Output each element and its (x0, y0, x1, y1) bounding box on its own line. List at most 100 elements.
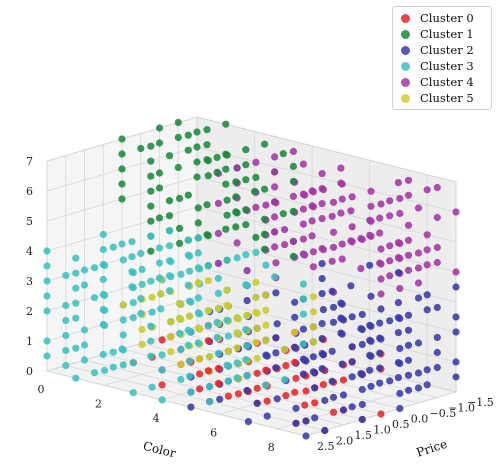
data-point (147, 277, 155, 285)
grid-line (121, 348, 382, 415)
data-point (243, 342, 251, 350)
data-point (261, 230, 269, 238)
data-point (90, 369, 99, 377)
data-point (147, 172, 155, 180)
data-point (423, 366, 431, 374)
data-point (414, 264, 423, 272)
data-point (138, 265, 146, 273)
legend-marker (401, 77, 410, 87)
data-point (43, 292, 51, 300)
z-tick-label: 4 (26, 245, 33, 258)
data-point (158, 366, 166, 374)
data-point (338, 255, 346, 263)
data-point (414, 294, 423, 302)
data-point (109, 363, 117, 371)
data-point (148, 383, 156, 391)
data-point (329, 243, 338, 251)
legend-label: Cluster 5 (420, 91, 474, 105)
data-point (318, 260, 326, 268)
data-point (99, 350, 107, 359)
data-point (452, 268, 460, 276)
data-point (289, 162, 297, 170)
data-points (43, 118, 460, 440)
data-point (224, 347, 232, 355)
data-point (404, 356, 413, 364)
data-point (233, 314, 241, 322)
data-point (328, 257, 336, 265)
grid-line (103, 354, 363, 420)
data-point (99, 320, 107, 329)
data-point (396, 209, 404, 218)
x-tick-label: 4 (153, 412, 160, 425)
data-point (404, 266, 413, 274)
data-point (299, 160, 307, 168)
data-point (72, 284, 80, 292)
data-point (452, 313, 460, 321)
data-point (243, 387, 251, 395)
data-point (386, 257, 394, 265)
data-point (158, 381, 166, 389)
data-point (377, 275, 385, 283)
data-point (272, 364, 280, 372)
data-point (289, 252, 297, 260)
data-point (262, 291, 270, 299)
data-point (214, 304, 222, 312)
data-point (118, 240, 126, 248)
data-point (299, 250, 307, 258)
data-point (222, 225, 230, 233)
data-point (223, 301, 231, 309)
data-point (404, 386, 413, 394)
data-point (366, 261, 374, 269)
data-point (119, 361, 127, 369)
legend-item-cluster-0: Cluster 0 (393, 10, 491, 26)
grid-line (65, 365, 325, 431)
data-point (262, 261, 270, 269)
data-point (137, 294, 145, 303)
y-tick-label: −1.5 (467, 396, 494, 409)
data-point (165, 212, 174, 220)
data-point (233, 254, 241, 262)
data-point (147, 187, 155, 195)
data-point (158, 396, 166, 404)
data-point (291, 358, 299, 366)
z-tick-label: 1 (26, 335, 33, 348)
data-point (433, 303, 441, 312)
data-point (367, 187, 375, 195)
data-point (194, 279, 202, 287)
grid-line (196, 326, 457, 393)
y-tick-label: 2.5 (317, 440, 335, 453)
data-point (253, 324, 261, 332)
data-point (299, 220, 307, 228)
data-point (452, 283, 460, 291)
data-point (376, 259, 384, 267)
data-point (289, 237, 297, 245)
data-point (366, 216, 374, 224)
data-point (118, 195, 126, 203)
grid-line (178, 332, 438, 398)
data-point (224, 392, 232, 400)
data-point (309, 263, 317, 271)
data-point (311, 414, 319, 422)
data-point (309, 308, 317, 316)
legend-label: Cluster 1 (420, 27, 474, 41)
grid-line (196, 266, 457, 333)
data-point (299, 190, 307, 198)
data-point (186, 297, 194, 305)
data-point (318, 290, 326, 298)
legend-item-cluster-1: Cluster 1 (393, 26, 491, 42)
data-point (62, 301, 70, 310)
data-point (253, 354, 261, 362)
data-point (223, 316, 231, 324)
data-point (137, 144, 145, 153)
data-point (253, 369, 261, 377)
data-point (118, 135, 126, 143)
data-point (396, 389, 404, 398)
data-point (43, 337, 51, 345)
data-point (319, 381, 327, 389)
data-point (165, 227, 174, 235)
data-point (252, 248, 260, 256)
y-tick-label: −1.0 (448, 402, 475, 415)
data-point (338, 240, 346, 248)
data-point (167, 318, 175, 326)
x-tick-label: 6 (210, 426, 217, 439)
